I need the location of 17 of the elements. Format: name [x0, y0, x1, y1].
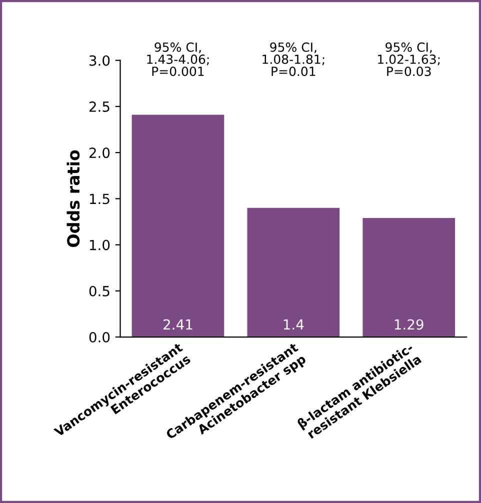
data-label: 1.29: [394, 319, 424, 330]
y-tick-label: 0.0: [89, 332, 110, 342]
y-axis-title: Odds ratio: [66, 150, 80, 248]
y-tick-label: 1.0: [90, 240, 110, 250]
bar: [132, 114, 224, 338]
y-tick-label: 3.0: [90, 55, 110, 66]
y-tick-label: 1.5: [90, 194, 110, 204]
annotation: 95% CI, 1.02-1.63; P=0.03: [378, 42, 440, 76]
y-tick-label: 0.5: [89, 286, 110, 296]
data-label: 1.4: [284, 319, 304, 330]
bar: [362, 218, 456, 338]
annotation: 95% CI, 1.43-4.06; P=0.001: [147, 42, 209, 76]
bar: [247, 208, 340, 338]
y-tick-label: 2.0: [89, 148, 110, 158]
annotation: 95% CI, 1.08-1.81; P=0.01: [262, 42, 324, 76]
y-tick-label: 2.5: [89, 101, 110, 112]
data-label: 2.41: [164, 319, 192, 330]
